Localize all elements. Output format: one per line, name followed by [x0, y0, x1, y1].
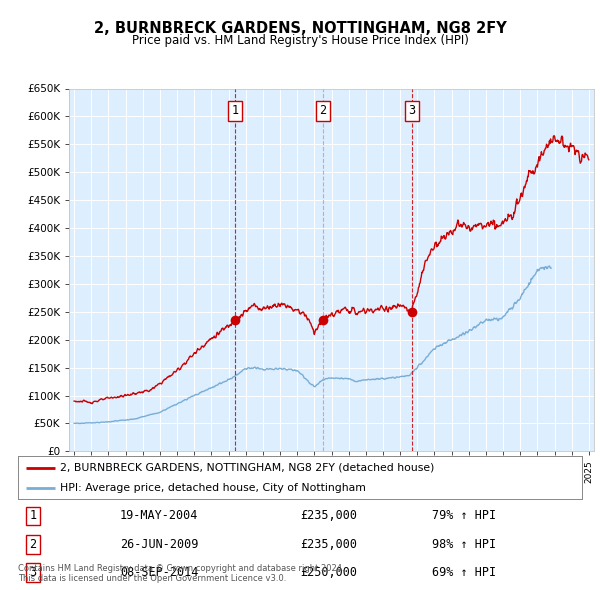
Text: £235,000: £235,000 — [300, 537, 357, 551]
Text: 2: 2 — [29, 537, 37, 551]
Text: 1: 1 — [29, 509, 37, 523]
Text: 3: 3 — [29, 566, 37, 579]
Text: £250,000: £250,000 — [300, 566, 357, 579]
Text: 19-MAY-2004: 19-MAY-2004 — [120, 509, 199, 523]
Text: 2, BURNBRECK GARDENS, NOTTINGHAM, NG8 2FY: 2, BURNBRECK GARDENS, NOTTINGHAM, NG8 2F… — [94, 21, 506, 35]
Text: 2, BURNBRECK GARDENS, NOTTINGHAM, NG8 2FY (detached house): 2, BURNBRECK GARDENS, NOTTINGHAM, NG8 2F… — [60, 463, 434, 473]
Text: 79% ↑ HPI: 79% ↑ HPI — [432, 509, 496, 523]
Text: Price paid vs. HM Land Registry's House Price Index (HPI): Price paid vs. HM Land Registry's House … — [131, 34, 469, 47]
Text: 3: 3 — [409, 104, 416, 117]
Text: 69% ↑ HPI: 69% ↑ HPI — [432, 566, 496, 579]
Text: £235,000: £235,000 — [300, 509, 357, 523]
Text: 98% ↑ HPI: 98% ↑ HPI — [432, 537, 496, 551]
Text: 26-JUN-2009: 26-JUN-2009 — [120, 537, 199, 551]
Text: HPI: Average price, detached house, City of Nottingham: HPI: Average price, detached house, City… — [60, 483, 366, 493]
Text: 08-SEP-2014: 08-SEP-2014 — [120, 566, 199, 579]
Text: 2: 2 — [319, 104, 326, 117]
Text: Contains HM Land Registry data © Crown copyright and database right 2024.
This d: Contains HM Land Registry data © Crown c… — [18, 563, 344, 583]
Text: 1: 1 — [232, 104, 239, 117]
